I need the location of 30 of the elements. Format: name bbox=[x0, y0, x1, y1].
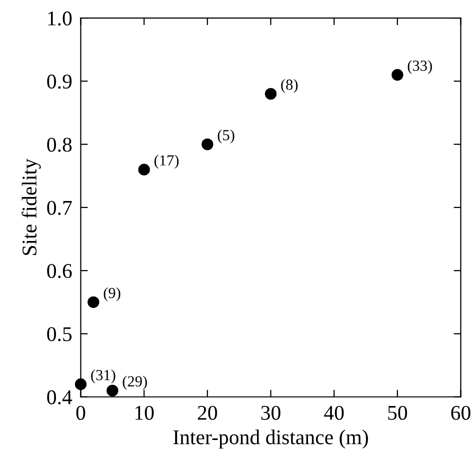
annotation: (9) bbox=[104, 287, 120, 302]
x-axis-title: Inter-pond distance (m) bbox=[173, 430, 368, 449]
point bbox=[88, 296, 100, 308]
y-tick-label: 0.5 bbox=[47, 327, 72, 342]
annotation: (17) bbox=[154, 154, 179, 169]
y-axis-title: Site fidelity bbox=[22, 158, 41, 255]
y-tick-label: 0.8 bbox=[47, 138, 72, 152]
x-tick-label: 0 bbox=[76, 406, 86, 420]
point bbox=[264, 88, 277, 100]
x-tick-label: 40 bbox=[324, 406, 344, 420]
y-tick-label: 0.9 bbox=[47, 74, 72, 89]
annotation: (29) bbox=[122, 376, 147, 390]
y-tick-label: 1.0 bbox=[48, 11, 72, 26]
annotation: (31) bbox=[91, 369, 116, 384]
x-tick-label: 30 bbox=[261, 406, 280, 420]
x-tick-label: 50 bbox=[388, 406, 408, 420]
annotation: (33) bbox=[408, 60, 432, 74]
point bbox=[392, 69, 404, 81]
annotation: (8) bbox=[281, 79, 298, 93]
x-tick-label: 10 bbox=[136, 406, 154, 420]
point bbox=[74, 378, 87, 390]
point bbox=[138, 164, 150, 176]
x-tick-label: 20 bbox=[198, 406, 218, 420]
x-tick-label: 60 bbox=[451, 406, 470, 420]
y-tick-label: 0.7 bbox=[47, 200, 72, 215]
y-tick-label: 0.4 bbox=[47, 390, 72, 404]
y-tick-label: 0.6 bbox=[47, 264, 72, 278]
annotation: (5) bbox=[218, 130, 234, 144]
point bbox=[202, 138, 214, 150]
point bbox=[106, 384, 118, 396]
